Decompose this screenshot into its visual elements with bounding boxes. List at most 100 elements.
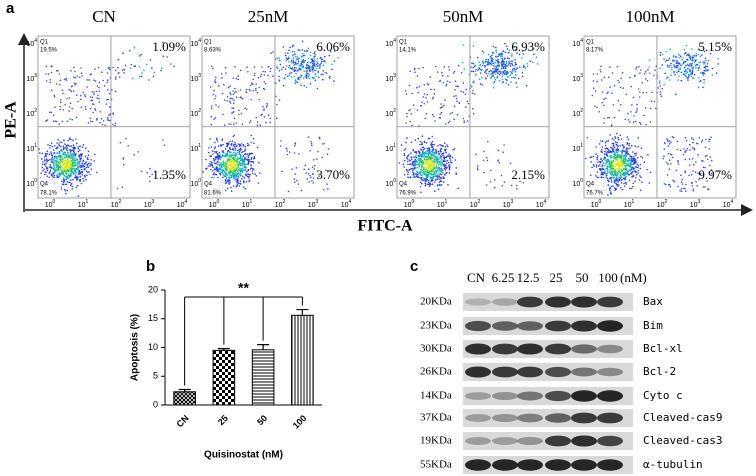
- event-dot: [493, 77, 496, 79]
- event-dot: [643, 161, 646, 163]
- event-dot: [690, 64, 693, 67]
- event-dot: [50, 160, 53, 162]
- panel-title: 50nM: [443, 7, 484, 26]
- event-dot: [288, 66, 290, 69]
- event-dot: [606, 154, 608, 157]
- event-dot: [55, 156, 58, 158]
- event-dot: [301, 49, 304, 51]
- event-dot: [610, 170, 613, 173]
- event-dot: [631, 160, 633, 162]
- event-dot: [497, 72, 499, 75]
- event-dot: [262, 105, 264, 108]
- event-dot: [703, 81, 705, 84]
- event-dot: [239, 154, 242, 157]
- panel-label: a: [6, 0, 15, 17]
- event-dot: [309, 54, 312, 57]
- event-dot: [451, 111, 454, 114]
- event-dot: [85, 166, 88, 169]
- event-dot: [87, 121, 90, 124]
- event-dot: [220, 165, 223, 168]
- event-dot: [431, 145, 434, 148]
- event-dot: [308, 69, 311, 72]
- event-dot: [291, 54, 294, 57]
- event-dot: [237, 175, 240, 178]
- event-dot: [436, 178, 438, 181]
- event-dot: [82, 91, 85, 94]
- event-dot: [474, 64, 477, 67]
- event-dot: [668, 143, 671, 145]
- event-dot: [628, 142, 630, 145]
- event-dot: [258, 86, 261, 89]
- event-dot: [61, 141, 63, 144]
- event-dot: [79, 165, 81, 167]
- event-dot: [247, 156, 250, 159]
- event-dot: [433, 162, 435, 164]
- event-dot: [214, 159, 216, 161]
- event-dot: [418, 152, 421, 155]
- event-dot: [436, 71, 439, 73]
- tick-label: 103: [385, 73, 396, 83]
- event-dot: [53, 94, 56, 97]
- event-dot: [227, 142, 230, 145]
- event-dot: [676, 60, 678, 62]
- event-dot: [433, 88, 436, 91]
- event-dot: [498, 79, 501, 82]
- event-dot: [490, 77, 492, 79]
- event-dot: [619, 104, 622, 106]
- event-dot: [286, 150, 289, 152]
- plot-frame: [201, 35, 355, 199]
- event-dot: [617, 171, 619, 174]
- tick-base: 10: [26, 111, 34, 118]
- event-dot: [663, 148, 666, 150]
- event-dot: [495, 71, 498, 73]
- event-dot: [333, 60, 336, 62]
- event-dot: [47, 73, 50, 75]
- event-dot: [235, 185, 238, 187]
- tick-exponent: 1: [580, 143, 583, 149]
- event-dot: [285, 59, 288, 62]
- event-dot: [209, 165, 211, 167]
- event-dot: [252, 78, 254, 81]
- event-dot: [218, 84, 220, 87]
- event-dot: [44, 159, 46, 161]
- event-dot: [672, 179, 674, 182]
- event-dot: [234, 65, 236, 68]
- event-dot: [592, 73, 595, 75]
- event-dot: [75, 176, 77, 179]
- event-dot: [106, 81, 108, 83]
- event-dot: [250, 84, 252, 87]
- event-dot: [421, 146, 424, 149]
- event-dot: [600, 176, 603, 178]
- event-dot: [220, 169, 222, 171]
- event-dot: [710, 136, 712, 139]
- event-dot: [609, 187, 612, 189]
- event-dot: [247, 168, 250, 171]
- tick-exponent: 1: [34, 143, 37, 149]
- event-dot: [444, 146, 447, 148]
- band: [545, 413, 571, 423]
- event-dot: [511, 55, 513, 57]
- event-dot: [223, 175, 226, 177]
- event-dot: [514, 77, 516, 79]
- event-dot: [243, 158, 246, 161]
- band: [571, 296, 597, 308]
- event-dot: [45, 120, 47, 122]
- event-dot: [447, 75, 449, 77]
- event-dot: [482, 159, 485, 161]
- event-dot: [648, 66, 650, 68]
- event-dot: [444, 150, 447, 152]
- event-dot: [531, 61, 534, 63]
- event-dot: [223, 99, 226, 101]
- event-dot: [620, 77, 622, 80]
- event-dot: [314, 51, 316, 53]
- event-dot: [445, 84, 447, 87]
- event-dot: [68, 97, 71, 99]
- event-dot: [708, 140, 710, 143]
- event-dot: [415, 150, 418, 153]
- event-dot: [691, 70, 694, 72]
- tick-base: 10: [190, 76, 198, 83]
- event-dot: [665, 183, 667, 186]
- band: [571, 320, 597, 332]
- event-dot: [64, 104, 66, 106]
- event-dot: [627, 112, 629, 115]
